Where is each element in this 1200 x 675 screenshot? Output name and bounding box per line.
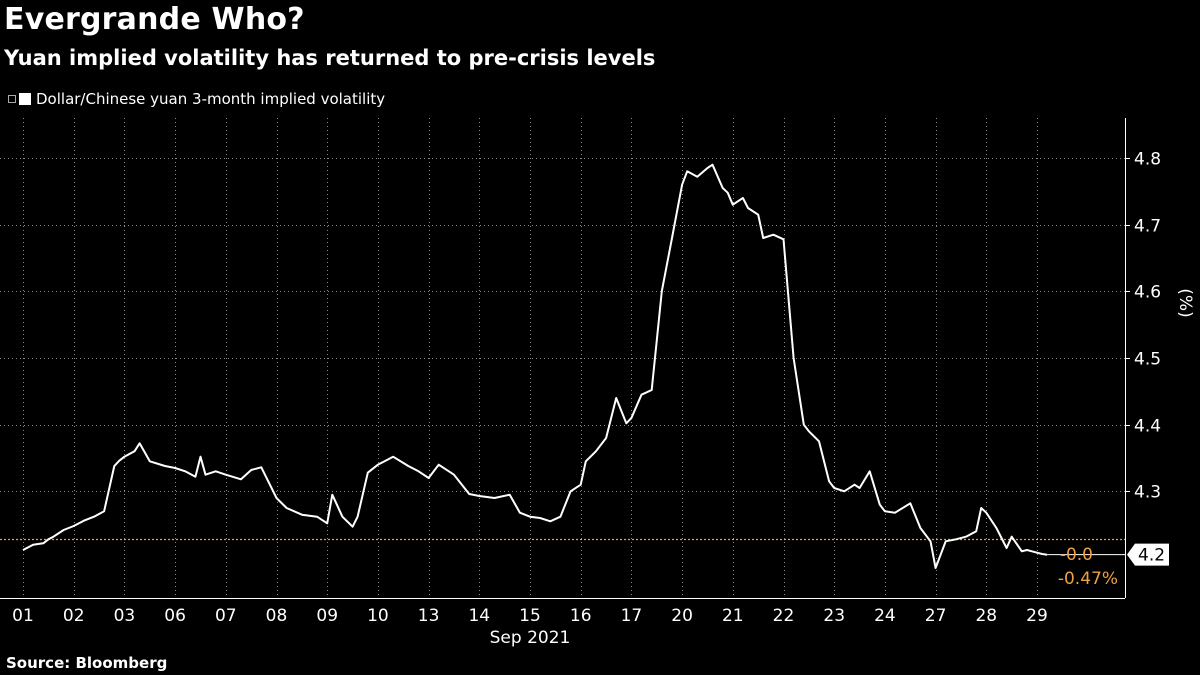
legend-label: Dollar/Chinese yuan 3-month implied vola…	[36, 90, 386, 108]
x-tick-label: 16	[570, 606, 592, 626]
y-tick-label: 4.3	[1134, 483, 1161, 503]
y-tick-label: 4.5	[1134, 350, 1161, 370]
x-tick-label: 03	[114, 606, 136, 626]
x-tick-label: 08	[266, 606, 288, 626]
x-tick-label: 14	[468, 606, 490, 626]
y-tick-label: 4.4	[1134, 417, 1161, 437]
y-axis-title: (%)	[1175, 288, 1195, 317]
x-tick-label: 29	[1026, 606, 1048, 626]
x-axis-title: Sep 2021	[490, 628, 571, 648]
x-tick-label: 21	[722, 606, 744, 626]
chart-title: Evergrande Who?	[4, 2, 305, 37]
x-tick-label: 17	[621, 606, 643, 626]
x-tick-label: 06	[164, 606, 186, 626]
x-tick-label: 10	[367, 606, 389, 626]
last-value-tag	[1127, 543, 1169, 566]
chart-subtitle: Yuan implied volatility has returned to …	[4, 46, 656, 70]
x-tick-label: 07	[215, 606, 237, 626]
y-tick-label: 4.8	[1134, 150, 1161, 170]
axis-labels: 4.3 4.4 4.5 4.6 4.7 4.8 01 02 03 06 07 08 09 10 13 14 15…	[12, 150, 1195, 649]
series-line	[22, 163, 1048, 569]
x-tick-label: 13	[418, 606, 440, 626]
x-tick-label: 27	[925, 606, 947, 626]
x-tick-label: 02	[63, 606, 85, 626]
y-tick-label: 4.6	[1134, 283, 1161, 303]
change-value-label: -0.0	[1060, 545, 1093, 565]
x-tick-label: 24	[874, 606, 896, 626]
x-tick-label: 01	[12, 606, 34, 626]
x-tick-label: 28	[975, 606, 997, 626]
last-value-label: 4.2	[1138, 546, 1165, 566]
x-tick-label: 22	[773, 606, 795, 626]
x-tick-label: 20	[671, 606, 693, 626]
source-note: Source: Bloomberg	[6, 654, 168, 672]
series-layer	[22, 163, 1169, 569]
axes	[0, 118, 1130, 599]
change-percent-label: -0.47%	[1058, 569, 1118, 589]
legend-toggle-icon[interactable]	[8, 95, 16, 103]
legend: Dollar/Chinese yuan 3-month implied vola…	[8, 90, 385, 108]
x-tick-label: 15	[519, 606, 541, 626]
x-tick-label: 09	[316, 606, 338, 626]
y-tick-label: 4.7	[1134, 217, 1161, 237]
gridlines	[0, 118, 1125, 598]
legend-swatch	[19, 93, 31, 105]
x-tick-label: 23	[823, 606, 845, 626]
